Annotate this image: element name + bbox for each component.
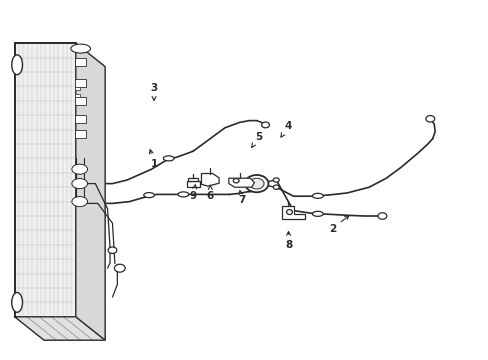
- Polygon shape: [76, 43, 105, 340]
- Bar: [188, 178, 198, 181]
- Ellipse shape: [377, 213, 386, 219]
- Ellipse shape: [249, 178, 264, 189]
- Ellipse shape: [108, 247, 117, 253]
- Bar: [75, 79, 85, 87]
- Polygon shape: [15, 43, 76, 317]
- Bar: [75, 87, 80, 90]
- Polygon shape: [15, 317, 105, 340]
- Ellipse shape: [312, 193, 323, 198]
- Ellipse shape: [72, 164, 87, 174]
- Ellipse shape: [244, 175, 268, 192]
- Polygon shape: [228, 178, 254, 187]
- Ellipse shape: [261, 122, 269, 128]
- Text: 4: 4: [281, 121, 292, 137]
- Bar: [75, 94, 80, 97]
- Ellipse shape: [163, 156, 174, 161]
- Bar: [75, 97, 85, 105]
- Ellipse shape: [12, 55, 22, 75]
- Ellipse shape: [72, 197, 87, 207]
- Ellipse shape: [71, 44, 90, 53]
- Polygon shape: [201, 174, 219, 186]
- Bar: [75, 58, 85, 66]
- Ellipse shape: [286, 210, 292, 215]
- Ellipse shape: [72, 179, 87, 189]
- Ellipse shape: [273, 185, 279, 189]
- Ellipse shape: [12, 292, 22, 312]
- Text: 6: 6: [206, 185, 213, 201]
- Text: 8: 8: [285, 231, 291, 250]
- Ellipse shape: [114, 264, 125, 272]
- Bar: [75, 130, 85, 138]
- Bar: [75, 115, 85, 123]
- Text: 7: 7: [238, 190, 245, 205]
- Ellipse shape: [312, 211, 323, 216]
- Ellipse shape: [273, 178, 279, 182]
- Ellipse shape: [233, 179, 239, 183]
- Bar: [187, 181, 199, 187]
- Ellipse shape: [425, 116, 434, 122]
- Text: 3: 3: [150, 83, 157, 100]
- Text: 5: 5: [251, 132, 262, 147]
- Text: 2: 2: [328, 216, 348, 234]
- Ellipse shape: [178, 192, 188, 197]
- Text: 1: 1: [149, 150, 157, 169]
- Ellipse shape: [143, 193, 154, 198]
- Text: 9: 9: [189, 185, 196, 201]
- Polygon shape: [282, 206, 305, 219]
